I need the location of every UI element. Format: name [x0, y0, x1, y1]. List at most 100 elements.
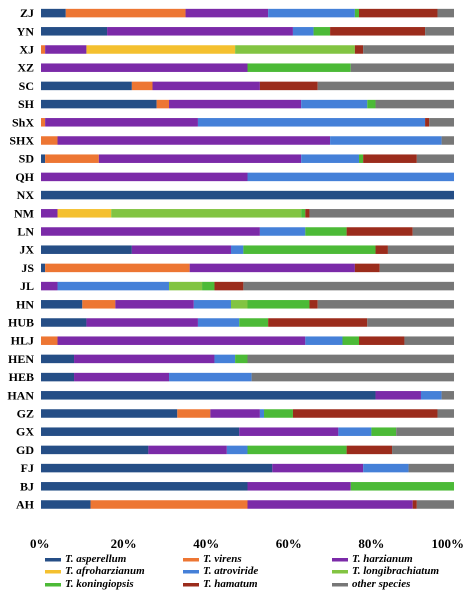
legend-label-6: T. koningiopsis: [65, 578, 134, 590]
bar-segment-jl-s6: [202, 281, 215, 291]
bar-segment-nm-s7: [305, 209, 310, 218]
bar-segment-gd-s6: [247, 445, 347, 455]
bar-segment-hlj-s4: [305, 336, 343, 345]
bar-segment-hn-s4: [193, 300, 231, 309]
bar-segment-shx-s4: [197, 118, 426, 127]
legend-swatch-5: [332, 570, 348, 574]
bar-segment-gd-s8: [392, 445, 454, 455]
bar-segment-fj-s4: [363, 463, 409, 473]
bar-segment-ah-s2: [247, 500, 413, 509]
bar-segment-zj-s2: [185, 8, 269, 18]
bar-segment-ln-s6: [305, 227, 347, 236]
bar-segment-shx-s7: [425, 118, 430, 127]
bar-segment-gd-s0: [41, 445, 149, 455]
y-tick-label-han: HAN: [7, 388, 34, 402]
bar-segment-yn-s2: [107, 27, 293, 36]
y-tick-label-xz: XZ: [17, 61, 34, 75]
bar-segment-fj-s0: [41, 463, 273, 473]
bar-segment-qh-s4: [247, 172, 454, 182]
bar-segment-gd-s7: [346, 445, 393, 455]
bar-segment-yn-s8: [425, 27, 454, 36]
y-tick-label-sh: SH: [18, 97, 35, 111]
bars-group: [41, 8, 454, 509]
bar-segment-hlj-s2: [57, 336, 306, 345]
bar-segment-shx-s2: [57, 136, 331, 145]
bar-segment-js-s1: [45, 263, 190, 273]
bar-segment-hen-s2: [74, 354, 215, 364]
bar-segment-shx-s8: [441, 136, 454, 145]
bar-segment-shx-s8: [429, 118, 454, 127]
bar-segment-hn-s6: [247, 300, 310, 309]
bar-segment-nx-s0: [41, 190, 454, 200]
bar-segment-gx-s6: [371, 427, 397, 436]
legend-swatch-1: [183, 558, 199, 562]
bar-segment-gd-s2: [148, 445, 227, 455]
x-tick-labels: 0% 20% 40% 60% 80% 100%: [30, 536, 464, 551]
bar-segment-ln-s2: [41, 227, 260, 236]
y-tick-label-sc: SC: [19, 79, 34, 93]
bar-segment-han-s4: [420, 391, 442, 400]
bar-segment-sd-s4: [301, 154, 360, 163]
y-tick-label-js: JS: [21, 261, 34, 275]
y-tick-label-hlj: HLJ: [11, 334, 34, 348]
bar-segment-ah-s1: [90, 500, 248, 509]
bar-segment-sc-s7: [259, 81, 318, 91]
y-tick-label-gd: GD: [16, 443, 34, 457]
bar-segment-heb-s4: [169, 372, 252, 382]
bar-segment-shx-s1: [41, 136, 58, 145]
bar-segment-nm-s8: [309, 209, 454, 218]
bar-segment-sd-s6: [359, 154, 364, 163]
bar-segment-shx-s4: [330, 136, 442, 145]
bar-segment-xj-s3: [86, 45, 236, 54]
bar-segment-jx-s0: [41, 245, 132, 254]
bar-segment-hub-s2: [86, 318, 198, 327]
y-tick-label-nx: NX: [17, 188, 35, 202]
bar-segment-zj-s7: [359, 8, 438, 18]
bar-segment-sh-s8: [375, 99, 454, 109]
legend-swatch-2: [332, 558, 348, 562]
bar-segment-bj-s6: [350, 482, 454, 491]
bar-segment-sh-s4: [301, 99, 368, 109]
bar-segment-hn-s2: [115, 300, 194, 309]
bar-segment-nm-s5: [111, 209, 302, 218]
y-tick-label-hn: HN: [16, 297, 34, 311]
bar-segment-fj-s2: [272, 463, 364, 473]
bar-segment-hen-s4: [214, 354, 236, 364]
bar-segment-sd-s8: [416, 154, 454, 163]
bar-segment-hlj-s8: [404, 336, 454, 345]
bar-segment-sd-s0: [41, 154, 46, 163]
legend-label-4: T. atroviride: [203, 565, 258, 577]
bar-segment-qh-s2: [41, 172, 248, 182]
bar-segment-hn-s0: [41, 300, 83, 309]
bar-segment-xj-s7: [354, 45, 364, 54]
y-tick-label-gz: GZ: [17, 407, 34, 421]
bar-segment-gz-s7: [292, 409, 438, 418]
bar-segment-shx-s2: [45, 118, 198, 127]
y-tick-label-heb: HEB: [9, 370, 34, 384]
bar-segment-gz-s2: [210, 409, 260, 418]
bar-segment-sh-s0: [41, 99, 157, 109]
legend-swatch-8: [332, 583, 348, 587]
bar-segment-gz-s8: [437, 409, 454, 418]
bar-segment-nm-s3: [57, 209, 112, 218]
bar-segment-gz-s1: [177, 409, 211, 418]
bar-segment-ah-s7: [412, 500, 417, 509]
bar-segment-ln-s4: [259, 227, 306, 236]
bar-segment-gx-s2: [239, 427, 339, 436]
bar-segment-sc-s8: [317, 81, 454, 91]
bar-segment-hlj-s6: [342, 336, 360, 345]
bar-segment-jl-s8: [243, 281, 454, 291]
bar-segment-sh-s1: [156, 99, 170, 109]
y-tick-label-qh: QH: [15, 170, 34, 184]
legend-label-5: T. longibrachiatum: [352, 565, 439, 577]
y-tick-label-nm: NM: [14, 206, 34, 220]
bar-segment-gx-s4: [338, 427, 372, 436]
legend-swatch-7: [183, 583, 199, 587]
bar-segment-gx-s8: [396, 427, 454, 436]
bar-segment-hn-s1: [82, 300, 116, 309]
bar-segment-nm-s2: [41, 209, 58, 218]
bar-segment-ln-s8: [412, 227, 454, 236]
bar-segment-sh-s2: [169, 99, 302, 109]
bar-segment-xz-s6: [247, 63, 351, 72]
bar-segment-hub-s8: [367, 318, 454, 327]
